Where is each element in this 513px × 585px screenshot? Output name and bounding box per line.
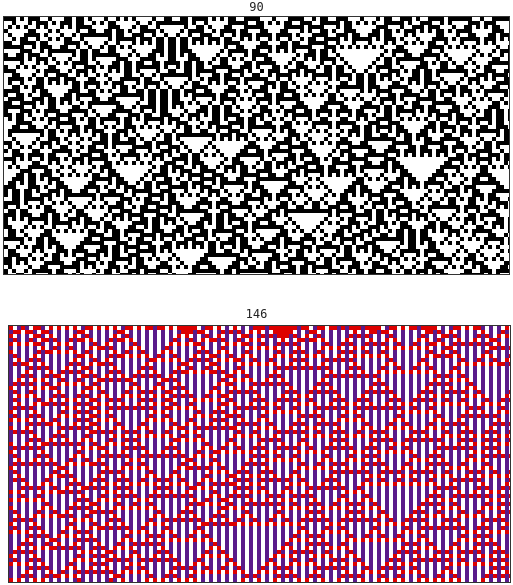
rule-90-title: 90 [249, 0, 264, 14]
rule-146-pattern-panel [8, 325, 511, 583]
rule-146-cells [9, 326, 510, 582]
rule-90-pattern [4, 17, 509, 274]
rule-146-stripes [9, 326, 509, 582]
rule-146-title: 146 [245, 307, 268, 321]
rule-146-pattern [9, 326, 510, 582]
rule-90-pattern-panel [3, 16, 510, 275]
rule-90-cells [4, 17, 509, 274]
